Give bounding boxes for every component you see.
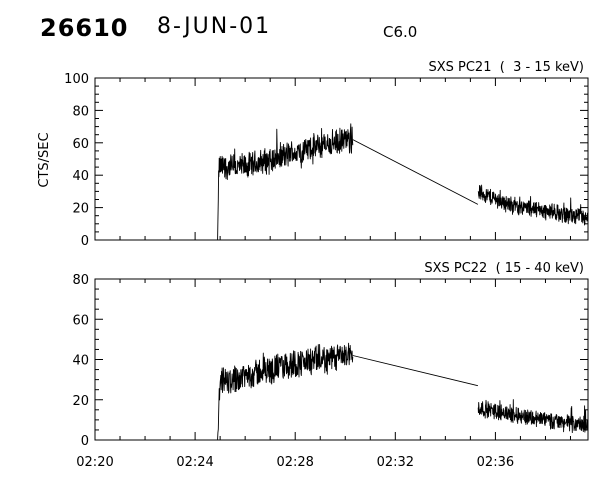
event-date: 8-JUN-01 bbox=[157, 14, 272, 39]
x-tick-label: 02:28 bbox=[276, 455, 313, 470]
panel-bottom-title: SXS PC22 ( 15 - 40 keV) bbox=[424, 261, 584, 276]
panel-top-title: SXS PC21 ( 3 - 15 keV) bbox=[428, 60, 584, 75]
top-plot-frame bbox=[94, 77, 589, 241]
bot-y-tick-label: 80 bbox=[72, 273, 89, 288]
event-id: 26610 bbox=[40, 14, 129, 42]
top-series-segment-2 bbox=[477, 184, 589, 226]
top-series-segment-0 bbox=[217, 123, 354, 240]
panel-top: SXS PC21 ( 3 - 15 keV) CTS/SEC 0 20 40 60 80… bbox=[37, 60, 589, 249]
top-series-segment-1 bbox=[352, 139, 479, 205]
top-y-tick-label: 0 bbox=[81, 234, 89, 249]
bot-y-tick-label: 60 bbox=[72, 313, 89, 328]
top-y-tick-label: 40 bbox=[72, 169, 89, 184]
bot-series-segment-2 bbox=[477, 399, 589, 434]
top-y-tick-label: 80 bbox=[72, 104, 89, 119]
x-tick-label: 02:36 bbox=[477, 455, 514, 470]
bot-series-segment-0 bbox=[217, 342, 354, 440]
x-tick-label: 02:32 bbox=[377, 455, 414, 470]
top-y-tick-label: 60 bbox=[72, 137, 89, 152]
bot-series-segment-1 bbox=[352, 355, 479, 387]
bot-y-tick-label: 40 bbox=[72, 354, 89, 369]
x-tick-label: 02:24 bbox=[176, 455, 213, 470]
top-y-tick-label: 100 bbox=[64, 72, 89, 87]
panel-bottom: SXS PC22 ( 15 - 40 keV) 0 20 40 60 80 02:20 02… bbox=[72, 261, 589, 470]
x-tick-label: 02:20 bbox=[76, 455, 113, 470]
bot-y-tick-label: 20 bbox=[72, 394, 89, 409]
flare-class: C6.0 bbox=[383, 23, 418, 41]
top-y-tick-label: 20 bbox=[72, 202, 89, 217]
y-axis-label: CTS/SEC bbox=[37, 132, 52, 187]
bot-y-tick-label: 0 bbox=[81, 434, 89, 449]
